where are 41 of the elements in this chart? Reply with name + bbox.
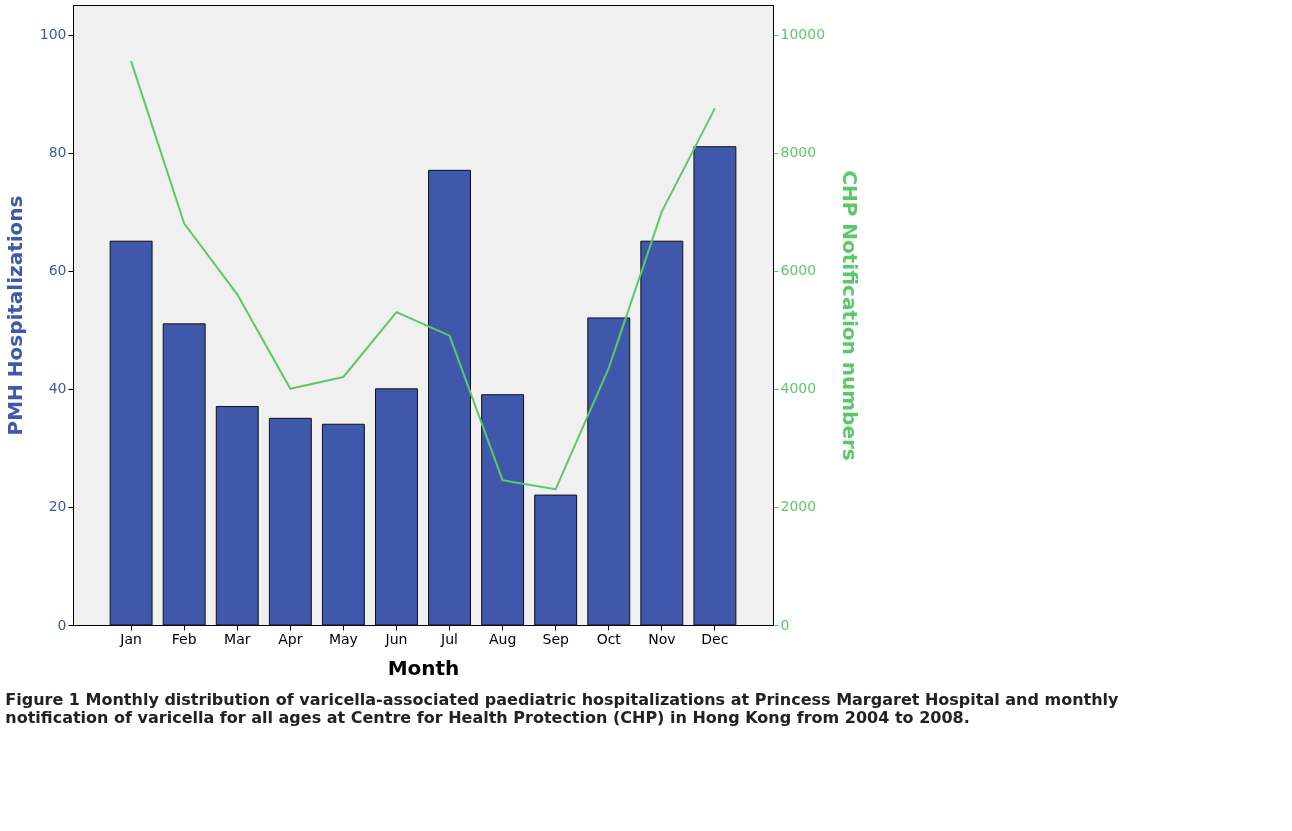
x-tick-label: May xyxy=(328,630,358,647)
y-tick-label: 60 xyxy=(48,262,67,279)
y-tick-label: 0 xyxy=(57,616,67,633)
bar xyxy=(428,169,471,626)
x-tick-label: Dec xyxy=(701,630,729,647)
y2-tick-label: 8000 xyxy=(780,144,817,161)
x-axis-title: Month xyxy=(387,655,460,680)
bar xyxy=(587,317,631,626)
bar xyxy=(109,240,153,626)
y2-axis-title: CHP Notification numbers xyxy=(838,170,863,461)
bar xyxy=(162,323,206,626)
y-tick-label: 40 xyxy=(48,380,67,397)
line-series xyxy=(130,60,716,491)
x-tick-label: Feb xyxy=(171,630,197,647)
bar xyxy=(215,406,259,626)
x-tick-label: Aug xyxy=(488,630,517,647)
y-tick-label: 100 xyxy=(39,26,67,43)
bar xyxy=(481,394,525,626)
bar xyxy=(640,240,684,626)
caption: Figure 1 Monthly distribution of varicella-associated paediatric hospitalizations at Princess Margaret Hospital and monthly notification of varicella for all ages at Centre for Health Protection (CHP) in Hong Kong from 2004 to 2008. xyxy=(5,690,1120,727)
bar xyxy=(268,417,312,626)
y2-tick-label: 6000 xyxy=(780,262,817,279)
bar xyxy=(693,146,737,626)
y2-tick-label: 10000 xyxy=(780,26,826,43)
bar xyxy=(321,423,365,626)
x-tick-label: Oct xyxy=(596,630,622,647)
x-tick-label: Jun xyxy=(384,630,408,647)
x-tick-label: Nov xyxy=(648,630,676,647)
y-axis-title: PMH Hospitalizations xyxy=(2,195,27,436)
y-tick-label: 80 xyxy=(48,144,67,161)
bar xyxy=(534,494,578,626)
x-tick-label: Jan xyxy=(119,630,142,647)
y2-tick-label: 2000 xyxy=(780,498,817,515)
bar xyxy=(375,388,418,626)
y2-tick-label: 4000 xyxy=(780,380,817,397)
x-tick-label: Mar xyxy=(224,630,251,647)
y2-tick-label: 0 xyxy=(780,616,790,633)
x-tick-label: Jul xyxy=(440,630,458,647)
x-tick-label: Apr xyxy=(278,630,303,647)
x-tick-label: Sep xyxy=(542,630,569,647)
y-tick-label: 20 xyxy=(48,498,67,515)
